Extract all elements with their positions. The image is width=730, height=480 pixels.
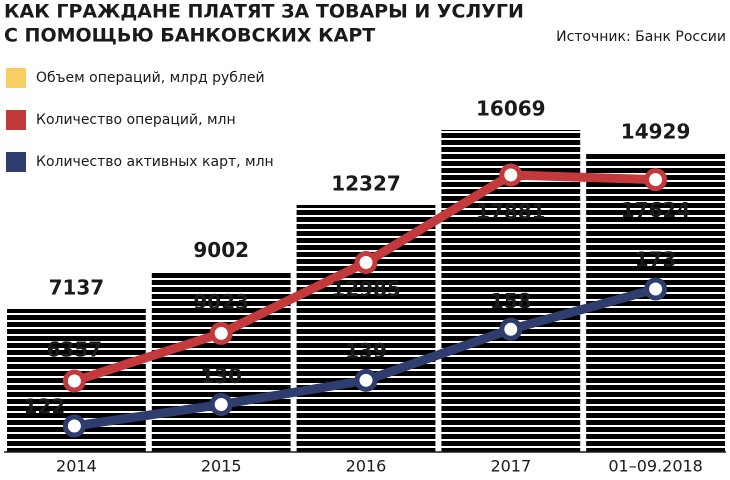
point-label: 17881 [476,200,546,224]
point-label: 6357 [47,338,103,362]
point [354,251,378,275]
legend-swatch [6,110,26,130]
point [499,163,523,187]
point-label: 139 [345,339,387,363]
point-label: 17624 [621,198,691,222]
x-tick-label: 2015 [201,457,242,476]
point [644,168,668,192]
point [354,368,378,392]
bar-label: 16069 [476,97,546,121]
point [62,369,86,393]
legend-label: Объем операций, млрд рублей [36,70,265,86]
point [209,321,233,345]
source: Источник: Банк России [556,29,726,45]
bar-label: 14929 [621,119,691,143]
bar-label: 7137 [49,275,105,299]
point-label: 122 [24,395,66,419]
x-tick-label: 2014 [56,457,97,476]
point-label: 12985 [331,277,401,301]
point-label: 158 [490,289,532,313]
x-tick-label: 2017 [490,457,531,476]
x-tick-label: 01–09.2018 [608,457,703,476]
bar [151,271,291,452]
chart-title: С ПОМОЩЬЮ БАНКОВСКИХ КАРТ [4,25,375,47]
legend-label: Количество активных карт, млн [36,154,274,170]
point [209,393,233,417]
legend-swatch [6,68,26,88]
point-label: 173 [635,248,677,272]
legend-label: Количество операций, млн [36,112,236,128]
bar-label: 9002 [193,238,249,262]
point-label: 130 [200,364,242,388]
point [62,414,86,438]
x-tick-label: 2016 [346,457,387,476]
point [499,317,523,341]
bar-label: 12327 [331,171,401,195]
point-label: 9023 [193,290,249,314]
point [644,277,668,301]
bar [296,204,436,452]
legend-swatch [6,152,26,172]
chart-title: КАК ГРАЖДАНЕ ПЛАТЯТ ЗА ТОВАРЫ И УСЛУГИ [4,1,524,23]
